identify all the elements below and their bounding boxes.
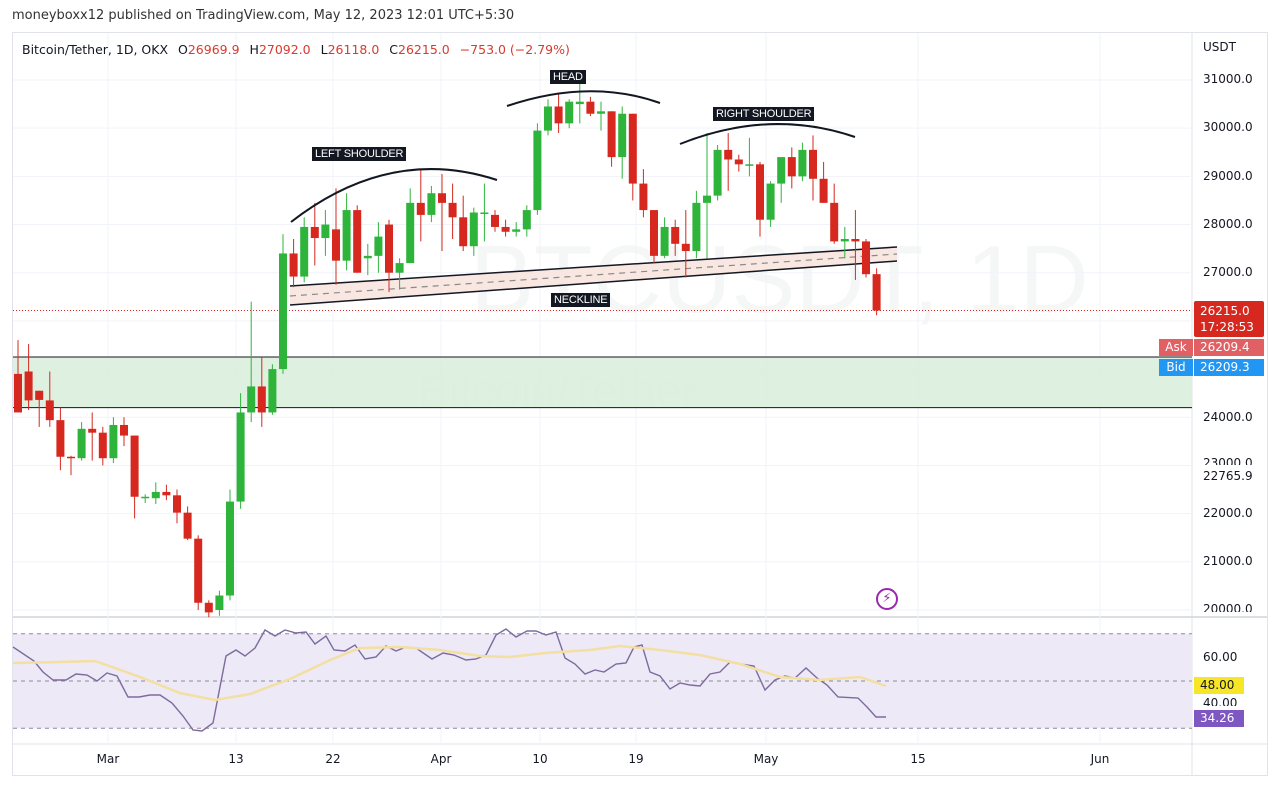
legend-open: 26969.9 [187,42,240,57]
time-tick: Jun [1090,752,1110,766]
time-tick: May [753,752,779,766]
last-price-tag: 26215.0 17:28:53 [1194,301,1264,337]
time-tick: 15 [910,752,926,766]
price-tick: 21000.0 [1203,554,1253,568]
legend-close-label: C [389,42,399,57]
price-tick: 30000.0 [1203,120,1253,134]
annotation-head[interactable]: HEAD [550,70,586,84]
bid-price-tag: 26209.3 [1194,359,1264,376]
ask-label: Ask [1159,339,1193,356]
chart-frame [12,32,1268,776]
ohlc-legend: Bitcoin/Tether, 1D, OKX O26969.9 H27092.… [22,42,570,57]
last-price: 26215.0 [1200,304,1250,318]
legend-symbol: Bitcoin/Tether, 1D, OKX [22,42,169,57]
time-tick: Apr [430,752,452,766]
currency-label: USDT [1203,40,1236,54]
time-tick: 22 [325,752,341,766]
price-tick: 29000.0 [1203,169,1253,183]
legend-high: 27092.0 [258,42,311,57]
legend-high-label: H [249,42,259,57]
rsi-tick: 40.00 [1203,696,1238,706]
legend-low-label: L [320,42,328,57]
legend-change: −753.0 (−2.79%) [459,42,570,57]
time-tick: 19 [628,752,644,766]
time-tick: 13 [228,752,244,766]
annotation-right-shoulder[interactable]: RIGHT SHOULDER [713,107,815,121]
price-tick: 28000.0 [1203,217,1253,231]
price-tick: 31000.0 [1203,72,1253,86]
bid-label: Bid [1159,359,1193,376]
time-tick: Mar [96,752,120,766]
lightning-event-icon[interactable]: ⚡ [876,588,898,610]
rsi-ma-value-tag: 48.00 [1194,677,1244,694]
price-tick: 20000.0 [1203,602,1253,612]
price-tick: 23000.0 [1203,456,1253,465]
price-tick: 27000.0 [1203,265,1253,279]
annotation-neckline[interactable]: NECKLINE [551,293,611,307]
rsi-value-tag: 34.26 [1194,710,1244,727]
annotation-left-shoulder[interactable]: LEFT SHOULDER [312,147,407,161]
price-tick-previous-low: 22765.9 [1203,469,1253,483]
price-tick: 24000.0 [1203,410,1253,424]
ask-price-tag: 26209.4 [1194,339,1264,356]
price-tick: 22000.0 [1203,506,1253,520]
time-tick: 10 [532,752,548,766]
rsi-tick: 60.00 [1203,650,1238,664]
legend-close: 26215.0 [398,42,450,57]
legend-low: 26118.0 [327,42,380,57]
bar-countdown: 17:28:53 [1200,320,1254,334]
legend-open-label: O [178,42,188,57]
publisher-caption: moneyboxx12 published on TradingView.com… [12,8,515,23]
